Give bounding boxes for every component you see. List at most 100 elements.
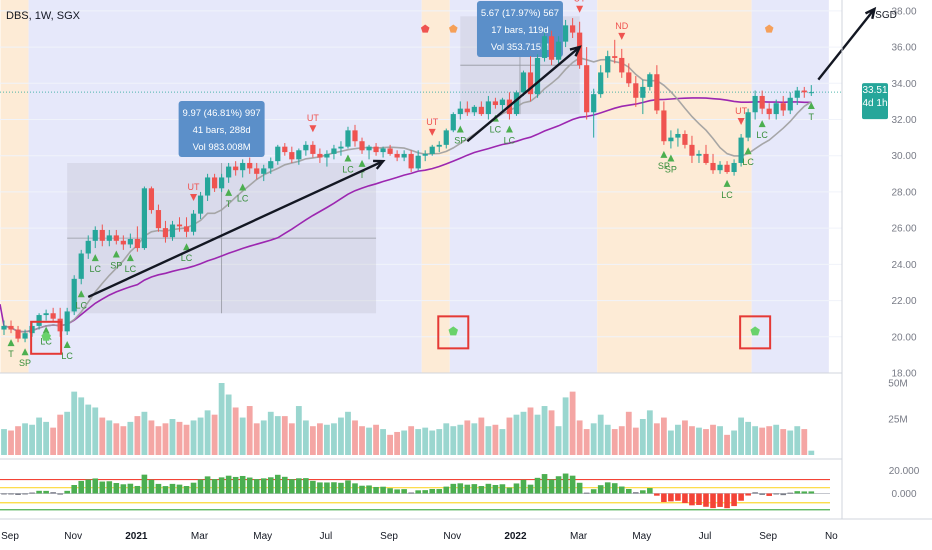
session-band xyxy=(421,0,450,373)
arrow-head xyxy=(864,6,877,20)
arrow-head xyxy=(373,159,386,170)
candle xyxy=(752,90,758,120)
oscillator-bar xyxy=(127,483,134,494)
candle xyxy=(303,141,309,156)
oscillator-bar xyxy=(457,483,464,494)
signal-label: SP xyxy=(658,161,670,171)
candle-body xyxy=(183,226,190,232)
candle-body xyxy=(548,36,555,60)
oscillator-bar xyxy=(92,478,99,494)
candle-body xyxy=(226,166,232,178)
candle xyxy=(766,103,772,120)
signal-sp: SP xyxy=(658,150,670,171)
price-axis[interactable]: 38.00 36.00 34.00 32.00 30.00 28.00 26.00 24.00… xyxy=(888,6,919,500)
candle xyxy=(50,307,56,323)
signal-label: LC xyxy=(40,336,52,346)
candle-body xyxy=(296,150,302,160)
time-tick-label: Jul xyxy=(699,531,712,542)
oscillator-bar xyxy=(310,480,316,494)
signal-label: LC xyxy=(342,164,354,174)
signal-sp: SP xyxy=(110,250,122,270)
volume-bar xyxy=(71,391,78,455)
candle xyxy=(591,88,597,138)
signal-triangle xyxy=(505,125,513,133)
oscillator-bar xyxy=(387,488,393,494)
signal-triangle xyxy=(660,150,668,158)
oscillator-bar xyxy=(401,489,407,494)
candle xyxy=(759,90,765,115)
volume-bar xyxy=(668,430,674,455)
volume-bar xyxy=(352,420,358,455)
price-tick-label: 30.00 xyxy=(891,151,916,162)
candle xyxy=(219,173,225,192)
signal-triangle xyxy=(42,326,50,334)
signal-ut: UT xyxy=(735,106,748,125)
signal-label: T xyxy=(8,349,14,359)
volume-bar xyxy=(583,429,590,455)
candle-body xyxy=(212,177,218,189)
candle xyxy=(401,150,407,162)
candle xyxy=(275,144,281,165)
time-tick-label: Jul xyxy=(320,531,333,542)
volume-bar xyxy=(36,417,42,455)
candle-body xyxy=(289,152,295,160)
volume-bar xyxy=(359,426,365,455)
oscillator-bar xyxy=(106,481,113,494)
candle xyxy=(703,144,709,165)
volume-bar xyxy=(527,407,534,455)
signal-lc: LC xyxy=(756,120,768,140)
candle-body xyxy=(352,130,358,142)
volume-bar xyxy=(520,411,527,455)
candle-body xyxy=(766,108,772,115)
candle xyxy=(738,133,744,167)
oscillator-bar xyxy=(738,493,744,501)
candle xyxy=(345,126,351,149)
volume-tick-label: 50M xyxy=(888,379,907,390)
candle xyxy=(668,130,674,149)
pentagon-marker xyxy=(41,331,51,341)
volume-bar xyxy=(696,427,702,455)
candle-body xyxy=(247,162,253,169)
time-axis[interactable]: Sep Nov 2021 Mar May Jul Sep Nov 2022 Mar May Jul Se… xyxy=(1,531,838,542)
candle xyxy=(408,150,414,173)
oscillator-bar xyxy=(562,473,569,494)
candle-body xyxy=(605,56,611,73)
oscillator-bar xyxy=(29,492,35,494)
signal-ut: UT xyxy=(574,0,586,13)
volume-bar xyxy=(225,394,232,455)
oscillator-bar xyxy=(499,484,506,494)
annotation-line: Vol 983.008M xyxy=(193,142,251,153)
candle xyxy=(331,144,337,160)
oscillator-bar xyxy=(380,486,386,494)
candle-body xyxy=(794,90,800,98)
candle-body xyxy=(85,240,91,254)
volume-bar xyxy=(415,429,422,455)
oscillator-bar xyxy=(689,493,695,506)
candle-body xyxy=(261,168,267,174)
signal-triangle xyxy=(183,243,191,251)
highlight-box xyxy=(30,320,63,355)
signal-label: SP xyxy=(665,164,677,174)
candle xyxy=(710,153,716,174)
oscillator-bar xyxy=(745,493,751,496)
oscillator-bar xyxy=(296,478,302,494)
candle xyxy=(190,210,197,236)
candle-body xyxy=(275,146,281,162)
candle xyxy=(584,47,590,120)
candle-body xyxy=(134,239,140,249)
volume-bar xyxy=(555,426,562,455)
signal-triangle xyxy=(309,125,317,133)
volume-bar xyxy=(597,414,604,455)
candle-body xyxy=(162,228,169,238)
oscillator-bar xyxy=(640,490,646,494)
oscillator-bar xyxy=(183,486,190,494)
candle xyxy=(289,146,295,163)
signal-lc: LC xyxy=(342,154,354,174)
volume-bar xyxy=(625,411,632,455)
candle xyxy=(176,217,183,232)
candle-body xyxy=(155,210,162,229)
oscillator-bar xyxy=(317,482,323,494)
oscillator-bar xyxy=(113,482,120,494)
candle xyxy=(478,101,484,116)
